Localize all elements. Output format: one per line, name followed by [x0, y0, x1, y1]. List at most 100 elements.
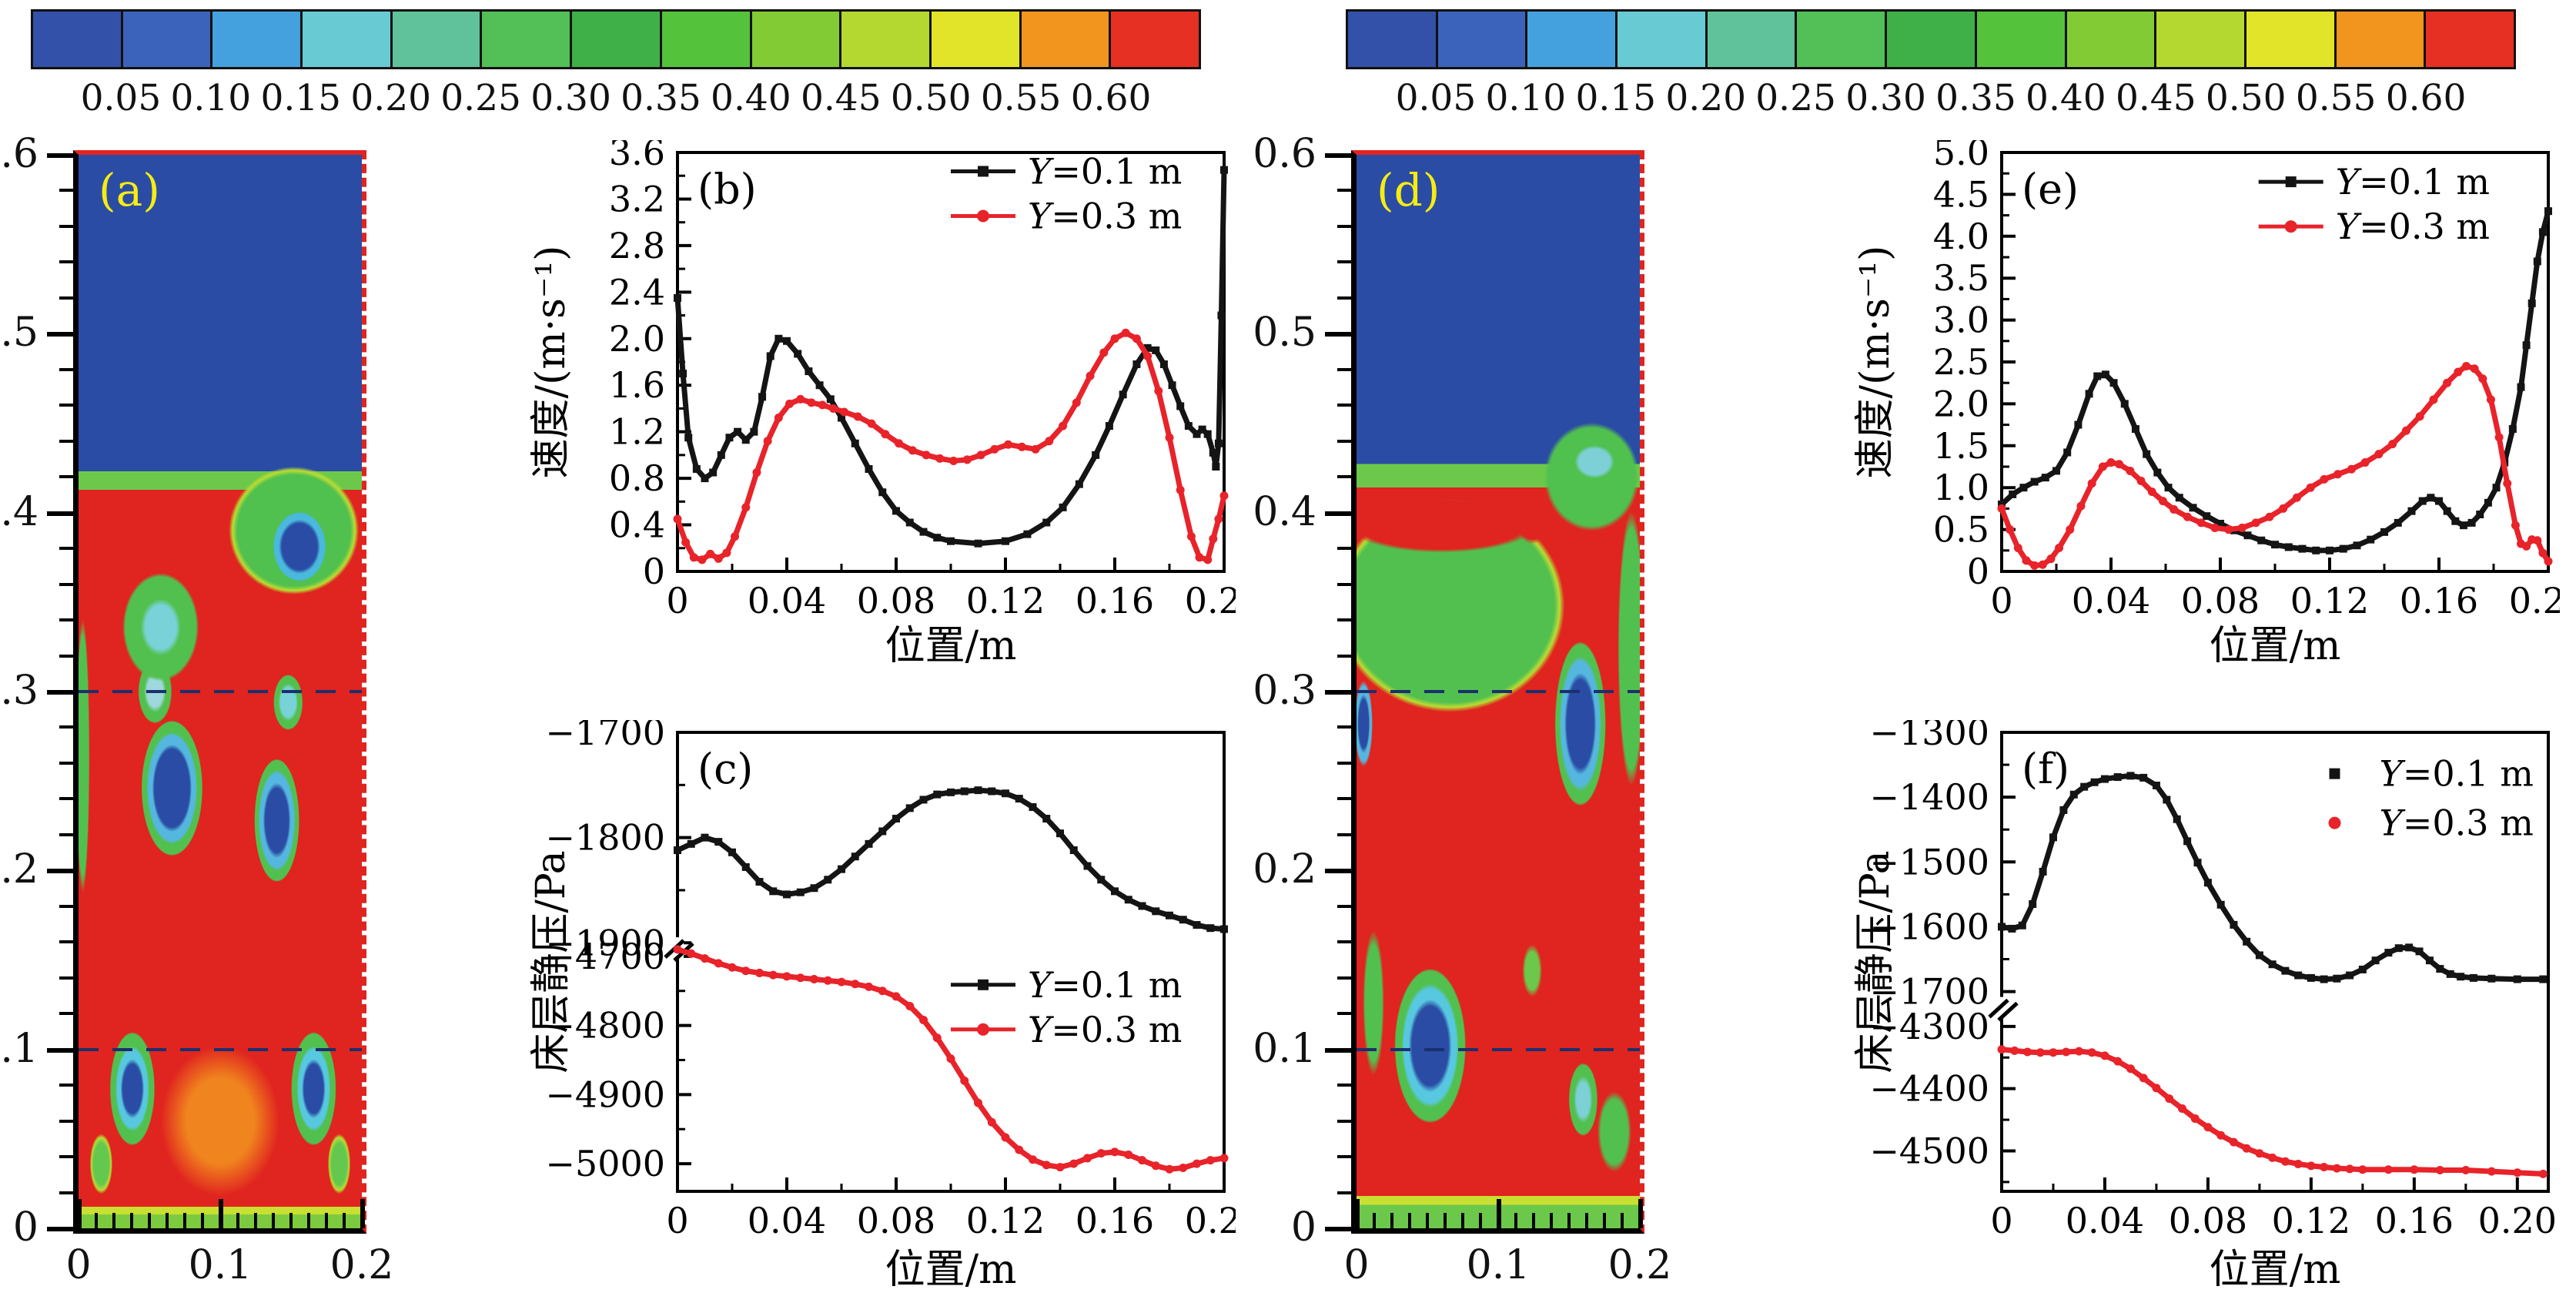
y-axis-tick — [59, 725, 73, 729]
y-axis-tick — [1325, 690, 1351, 695]
x-axis-tick — [1603, 1213, 1606, 1228]
y-tick-label: −4900 — [545, 1074, 665, 1115]
x-tick-label: 0.12 — [966, 1200, 1045, 1241]
y-axis-label: 速度/(m·s⁻¹) — [1852, 246, 1899, 479]
y-axis-tick — [1337, 761, 1351, 765]
chart-pressure-c: −1700 −1800 −1900 −4700 −4800 −4900 −5000 0 0.04… — [527, 712, 1263, 1303]
colorbar-tick-label: 0.50 — [890, 77, 972, 119]
y-axis-tick — [59, 224, 73, 228]
x-axis-tick — [1532, 1213, 1535, 1228]
x-axis-tick — [236, 1213, 239, 1228]
x-axis-tick — [360, 1199, 365, 1228]
y-axis-tick — [59, 404, 73, 407]
y-axis-tick-label: 0.4 — [0, 488, 38, 535]
x-axis-tick-label: 0.2 — [330, 1242, 394, 1288]
legend-label: Y=0.3 m — [1028, 195, 1182, 236]
y-axis-tick — [59, 367, 73, 371]
x-axis-tick — [1355, 1199, 1360, 1228]
colorbar-tick-label: 0.35 — [1935, 77, 2016, 119]
y-tick-label: −1400 — [1869, 776, 1989, 818]
y-axis-label: 速度/(m·s⁻¹) — [528, 246, 574, 479]
x-axis-tick-label: 0 — [65, 1242, 92, 1288]
y-axis-tick — [59, 832, 73, 836]
colorbar-tick-label: 0.10 — [1485, 77, 1567, 119]
x-tick-label: 0.08 — [2181, 580, 2260, 621]
colorbar-segment — [33, 12, 121, 67]
series-Y=0.1 m — [674, 786, 1228, 933]
x-tick-label: 0.08 — [857, 1200, 935, 1241]
y-tick-label: −4300 — [1869, 1006, 1989, 1047]
dashed-reference-line-y0.1 — [1357, 1047, 1640, 1051]
y-tick-label: −4800 — [545, 1005, 665, 1047]
y-axis-tick — [59, 797, 73, 801]
colorbar-tick-label: 0.55 — [2295, 77, 2377, 119]
x-axis-label: 位置/m — [2210, 1247, 2341, 1293]
x-axis-tick-label: 0.1 — [1466, 1242, 1531, 1288]
y-axis-tick-label: 0.1 — [0, 1025, 38, 1072]
series-Y=0.1 m — [1998, 207, 2552, 554]
colorbar-tick-label: 0.10 — [170, 77, 252, 119]
y-axis-tick-label: 0.5 — [0, 310, 38, 357]
legend-label: Y=0.1 m — [2336, 161, 2490, 203]
colorbar-segment — [2246, 12, 2334, 67]
y-axis-tick — [59, 1119, 73, 1123]
y-tick-label: 0 — [643, 551, 665, 592]
x-axis-tick — [183, 1213, 186, 1228]
colorbar-tick-label: 0.55 — [980, 77, 1062, 119]
legend: Y=0.1 mY=0.3 m — [2258, 161, 2490, 247]
x-tick-label: 0.16 — [1076, 580, 1154, 621]
x-axis-tick — [95, 1213, 98, 1228]
y-axis-label: 床层静压/Pa — [1852, 850, 1899, 1073]
colorbar-tick-label: 0.30 — [1845, 77, 1926, 119]
legend-label: Y=0.1 m — [1028, 964, 1182, 1006]
y-axis-tick — [1337, 547, 1351, 551]
y-axis-tick — [1337, 296, 1351, 300]
y-axis-tick — [59, 1191, 73, 1194]
series-Y=0.1 m — [1998, 772, 2548, 983]
colorbar-segment — [572, 12, 660, 67]
legend-label: Y=0.3 m — [1028, 1009, 1182, 1050]
contour-plot-d: (d) 0.6 0.5 0.4 0.3 0.2 0.1 0 0 0.1 0.2 — [1253, 134, 1671, 1288]
y-axis-tick — [1337, 1155, 1351, 1159]
x-tick-label: 0 — [666, 1200, 688, 1241]
y-tick-label: −4700 — [545, 936, 665, 977]
y-axis-tick — [59, 761, 73, 765]
x-axis-label: 位置/m — [885, 1247, 1017, 1293]
colorbar-tick-label: 0.60 — [2385, 77, 2467, 119]
x-axis-tick — [1390, 1213, 1393, 1228]
legend-label: Y=0.3 m — [2380, 802, 2534, 844]
x-axis-tick — [1567, 1213, 1571, 1228]
y-axis-tick — [59, 582, 73, 586]
y-axis-tick-label: 0.1 — [1253, 1025, 1316, 1072]
y-tick-label: −4500 — [1869, 1130, 1989, 1171]
colorbar-segment — [1797, 12, 1885, 67]
y-axis-tick — [47, 690, 73, 695]
y-tick-label: 2.0 — [1933, 383, 1989, 424]
y-tick-label: −1300 — [1869, 720, 1989, 753]
y-axis-tick — [1337, 904, 1351, 908]
colorbar-tick-label: 0.25 — [1755, 77, 1836, 119]
chart-e-svg: 5.04.54.03.53.02.52.01.51.00.500 0.04 0.08… — [1852, 132, 2576, 669]
x-tick-label: 0 — [666, 580, 688, 621]
y-axis-tick — [47, 869, 73, 874]
y-axis-tick — [1337, 832, 1351, 836]
y-tick-label: 3.6 — [609, 140, 665, 173]
y-axis-tick — [1337, 618, 1351, 622]
y-tick-label: 3.5 — [1933, 257, 1989, 299]
y-tick-label: 0.5 — [1933, 509, 1989, 551]
series-Y=0.3 m — [1997, 1045, 2548, 1178]
y-tick-label: 1.5 — [1933, 425, 1989, 467]
colorbar-left — [31, 9, 1201, 69]
x-axis-tick — [272, 1213, 275, 1228]
colorbar-tick-label: 0.20 — [350, 77, 432, 119]
x-axis-tick — [254, 1213, 257, 1228]
legend-label: Y=0.1 m — [1028, 150, 1182, 192]
y-axis-tick — [1337, 475, 1351, 479]
colorbar-segment — [751, 12, 840, 67]
y-tick-label: 4.5 — [1933, 173, 1989, 215]
y-axis-tick — [47, 332, 73, 337]
colorbar-segment — [122, 12, 211, 67]
y-axis-tick — [59, 1012, 73, 1016]
chart-velocity-b: 3.6 3.2 2.8 2.4 2.0 1.6 1.2 0.8 0.4 0 0 0.04 0.08 0.1… — [527, 132, 1263, 679]
